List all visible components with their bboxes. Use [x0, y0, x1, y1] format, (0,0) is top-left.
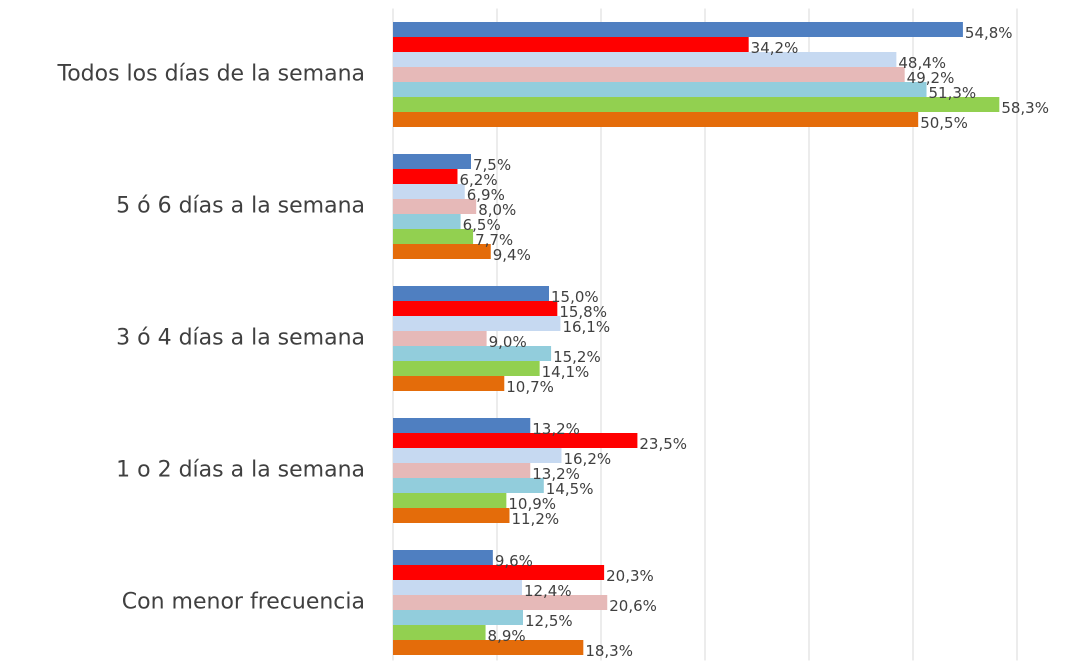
bar: [393, 67, 905, 82]
bar: [393, 169, 458, 184]
bar: [393, 37, 749, 52]
data-label: 15,0%: [551, 288, 599, 306]
bar: [393, 346, 552, 361]
data-label: 8,9%: [488, 627, 526, 645]
data-label: 12,4%: [524, 582, 572, 600]
bar: [393, 286, 549, 301]
bar: [393, 418, 531, 433]
bar: [393, 244, 491, 259]
bar: [393, 199, 477, 214]
bar: [393, 433, 638, 448]
bar: [393, 112, 919, 127]
y-tick-label: Todos los días de la semana: [57, 62, 366, 87]
bar: [393, 448, 562, 463]
data-label: 7,7%: [475, 231, 513, 249]
bar: [393, 22, 963, 37]
bar: [393, 301, 558, 316]
data-label: 20,3%: [606, 567, 654, 585]
data-label: 12,5%: [525, 612, 573, 630]
y-tick-label: Con menor frecuencia: [122, 590, 365, 615]
bar: [393, 610, 523, 625]
bar: [393, 640, 584, 655]
y-tick-label: 3 ó 4 días a la semana: [116, 326, 365, 351]
data-label: 49,2%: [907, 69, 955, 87]
data-label: 15,8%: [559, 303, 607, 321]
data-label: 16,1%: [562, 318, 610, 336]
data-label: 23,5%: [639, 435, 687, 453]
data-label: 9,0%: [489, 333, 527, 351]
data-label: 6,9%: [467, 186, 505, 204]
bar: [393, 97, 1000, 112]
y-tick-label: 5 ó 6 días a la semana: [116, 194, 365, 219]
data-label: 16,2%: [563, 450, 611, 468]
bar: [393, 478, 544, 493]
bar: [393, 625, 486, 640]
bar: [393, 361, 540, 376]
data-label: 7,5%: [473, 156, 511, 174]
data-label: 58,3%: [1001, 99, 1049, 117]
bar: [393, 52, 897, 67]
data-label: 6,5%: [463, 216, 501, 234]
bar: [393, 331, 487, 346]
data-label: 13,2%: [532, 465, 580, 483]
data-label: 48,4%: [898, 54, 946, 72]
data-label: 18,3%: [585, 642, 633, 660]
bar: [393, 463, 531, 478]
bar: [393, 214, 461, 229]
bar: [393, 508, 510, 523]
bar: [393, 376, 505, 391]
data-label: 11,2%: [511, 510, 559, 528]
bar: [393, 550, 493, 565]
data-label: 15,2%: [553, 348, 601, 366]
bar: [393, 229, 474, 244]
data-label: 34,2%: [751, 39, 799, 57]
data-label: 20,6%: [609, 597, 657, 615]
bar: [393, 595, 608, 610]
bar: [393, 82, 927, 97]
data-label: 51,3%: [929, 84, 977, 102]
data-label: 8,0%: [478, 201, 516, 219]
data-label: 10,7%: [506, 378, 554, 396]
data-label: 10,9%: [508, 495, 556, 513]
bar: [393, 184, 465, 199]
data-label: 13,2%: [532, 420, 580, 438]
bar: [393, 316, 561, 331]
bar: [393, 154, 471, 169]
data-label: 6,2%: [459, 171, 497, 189]
data-label: 14,5%: [546, 480, 594, 498]
data-label: 9,4%: [493, 246, 531, 264]
bar: [393, 493, 507, 508]
bar: [393, 565, 605, 580]
data-label: 14,1%: [542, 363, 590, 381]
y-tick-label: 1 o 2 días a la semana: [116, 458, 365, 483]
data-label: 9,6%: [495, 552, 533, 570]
bar: [393, 580, 522, 595]
data-label: 50,5%: [920, 114, 968, 132]
data-label: 54,8%: [965, 24, 1013, 42]
